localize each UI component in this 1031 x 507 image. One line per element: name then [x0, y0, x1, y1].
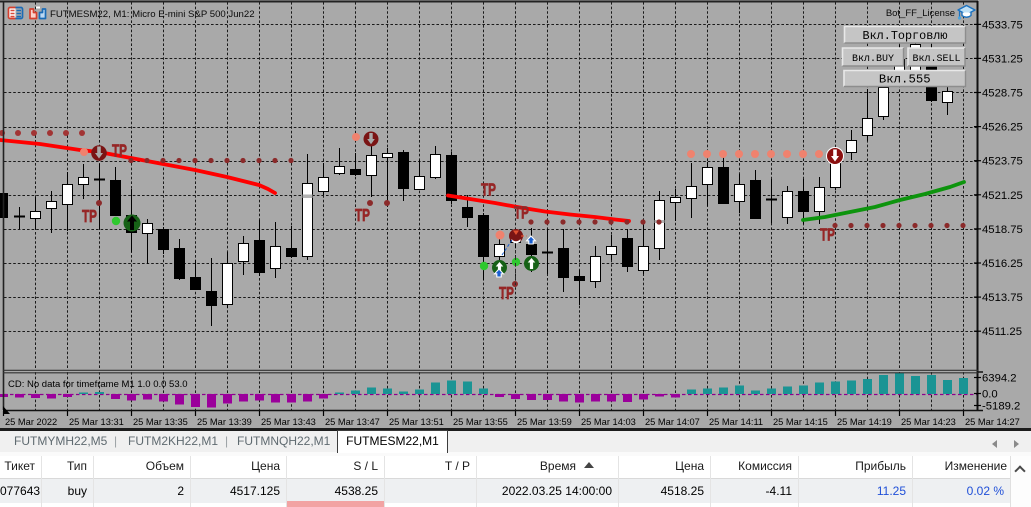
svg-text:4516.25: 4516.25 — [982, 258, 1023, 270]
svg-text:4533.75: 4533.75 — [982, 19, 1023, 31]
svg-text:25 Mar 2022: 25 Mar 2022 — [5, 417, 57, 427]
svg-text:4518.75: 4518.75 — [982, 224, 1023, 236]
svg-text:6394.2: 6394.2 — [982, 373, 1017, 385]
svg-text:25 Mar 13:35: 25 Mar 13:35 — [133, 417, 188, 427]
svg-text:4526.25: 4526.25 — [982, 122, 1023, 134]
svg-text:CD: No data for timeframe M1 1: CD: No data for timeframe M1 1.0 0.0 53.… — [8, 379, 188, 390]
svg-text:Bot_FF_License: Bot_FF_License — [886, 8, 955, 19]
svg-text:TP: TP — [820, 225, 835, 245]
svg-text:TP: TP — [355, 205, 370, 225]
svg-text:25 Mar 14:27: 25 Mar 14:27 — [965, 417, 1020, 427]
svg-text:25 Mar 14:19: 25 Mar 14:19 — [837, 417, 892, 427]
svg-text:25 Mar 14:15: 25 Mar 14:15 — [773, 417, 828, 427]
svg-text:25 Mar 13:31: 25 Mar 13:31 — [69, 417, 124, 427]
svg-text:25 Mar 13:55: 25 Mar 13:55 — [453, 417, 508, 427]
svg-text:FUTMESM22, M1: Micro E-mini S&: FUTMESM22, M1: Micro E-mini S&P 500 Jun2… — [50, 9, 255, 20]
svg-text:Вкл.SELL: Вкл.SELL — [912, 54, 960, 65]
svg-text:Вкл.BUY: Вкл.BUY — [852, 54, 894, 65]
svg-text:TP: TP — [499, 283, 514, 303]
svg-text:25 Mar 13:39: 25 Mar 13:39 — [197, 417, 252, 427]
svg-text:Вкл.555: Вкл.555 — [879, 73, 931, 87]
svg-text:TP: TP — [82, 206, 97, 226]
svg-text:4531.25: 4531.25 — [982, 53, 1023, 65]
svg-text:0.0: 0.0 — [982, 389, 998, 401]
svg-text:25 Mar 14:07: 25 Mar 14:07 — [645, 417, 700, 427]
svg-text:4521.25: 4521.25 — [982, 190, 1023, 202]
svg-text:25 Mar 13:43: 25 Mar 13:43 — [261, 417, 316, 427]
svg-text:4523.75: 4523.75 — [982, 156, 1023, 168]
svg-text:TP: TP — [514, 203, 529, 223]
svg-text:25 Mar 14:11: 25 Mar 14:11 — [709, 417, 763, 427]
svg-text:4528.75: 4528.75 — [982, 88, 1023, 100]
svg-text:25 Mar 14:03: 25 Mar 14:03 — [581, 417, 636, 427]
svg-text:25 Mar 13:59: 25 Mar 13:59 — [517, 417, 572, 427]
svg-text:Вкл.Торговлю: Вкл.Торговлю — [863, 29, 948, 43]
svg-text:4513.75: 4513.75 — [982, 292, 1023, 304]
svg-text:-5189.2: -5189.2 — [982, 401, 1020, 413]
svg-text:25 Mar 13:51: 25 Mar 13:51 — [389, 417, 444, 427]
svg-text:TP: TP — [112, 141, 127, 161]
svg-text:4511.25: 4511.25 — [982, 326, 1022, 338]
svg-text:TP: TP — [481, 180, 496, 200]
svg-text:25 Mar 14:23: 25 Mar 14:23 — [901, 417, 956, 427]
svg-text:25 Mar 13:47: 25 Mar 13:47 — [325, 417, 380, 427]
